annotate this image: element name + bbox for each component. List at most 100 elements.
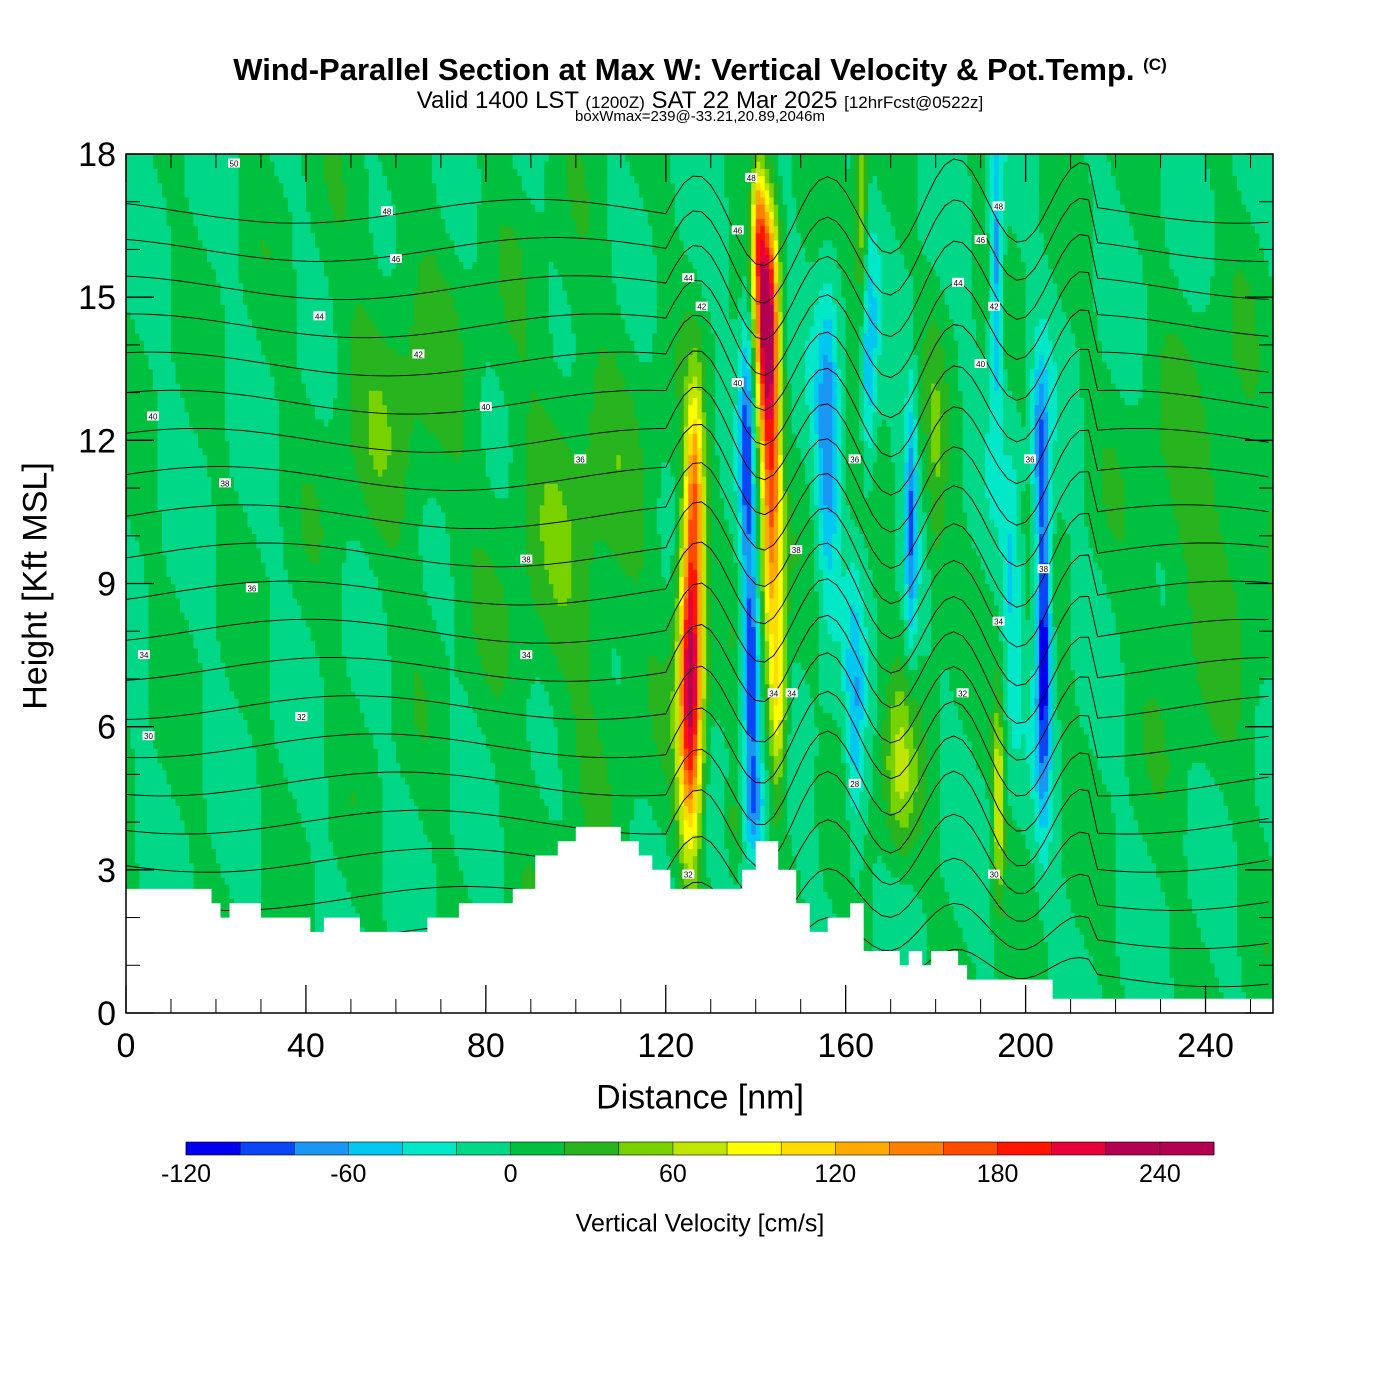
velocity-cell — [152, 168, 159, 391]
colorbar-frame — [185, 1141, 1215, 1156]
velocity-cell — [1228, 819, 1234, 1013]
velocity-cell — [683, 748, 689, 771]
velocity-cell — [1138, 254, 1144, 398]
velocity-cell — [868, 154, 874, 184]
velocity-cell — [958, 154, 964, 391]
velocity-cell — [350, 454, 356, 542]
velocity-cell — [503, 676, 509, 935]
velocity-cell — [796, 154, 802, 234]
velocity-cell — [224, 154, 231, 441]
velocity-cell — [1138, 834, 1144, 1013]
contour-label: 36 — [848, 454, 861, 464]
velocity-cell — [742, 154, 748, 277]
velocity-cell — [382, 340, 388, 406]
contour-label-text: 32 — [684, 871, 693, 880]
velocity-cell — [701, 698, 707, 764]
velocity-cell — [994, 748, 1000, 842]
velocity-cell — [886, 683, 892, 756]
velocity-cell — [1021, 533, 1027, 721]
velocity-cell — [404, 154, 410, 356]
velocity-cell — [863, 211, 869, 255]
velocity-cell — [1241, 390, 1247, 993]
velocity-cell — [683, 819, 689, 842]
velocity-cell — [557, 604, 563, 670]
velocity-cell — [913, 748, 919, 792]
velocity-cell — [935, 325, 941, 391]
velocity-cell — [751, 812, 757, 835]
velocity-cell — [697, 447, 703, 484]
velocity-cell — [292, 154, 298, 270]
velocity-cell — [1129, 805, 1135, 1013]
velocity-cell — [1039, 619, 1045, 721]
velocity-cell — [436, 268, 442, 441]
velocity-cell — [553, 597, 559, 656]
velocity-cell — [688, 311, 694, 356]
contour-label-bg — [295, 712, 308, 722]
velocity-cell — [899, 798, 905, 828]
velocity-cell — [499, 690, 505, 828]
velocity-cell — [553, 268, 559, 363]
velocity-cell — [229, 690, 235, 900]
velocity-cell — [400, 519, 406, 778]
velocity-cell — [247, 154, 253, 320]
velocity-cell — [1043, 755, 1049, 792]
velocity-cell — [881, 204, 887, 420]
velocity-cell — [256, 340, 262, 549]
contour-label-bg — [848, 778, 861, 788]
velocity-cell — [553, 483, 559, 599]
velocity-cell — [863, 497, 869, 549]
velocity-cell — [1039, 354, 1045, 384]
velocity-cell — [1043, 869, 1049, 943]
velocity-cell — [233, 698, 240, 907]
velocity-cell — [341, 218, 348, 563]
velocity-cell — [1133, 404, 1139, 821]
velocity-cell — [616, 304, 622, 370]
velocity-cell — [769, 196, 775, 212]
velocity-cell — [562, 440, 568, 506]
velocity-cell — [733, 318, 739, 406]
velocity-cell — [1039, 154, 1045, 234]
velocity-cell — [1201, 762, 1207, 943]
velocity-cell — [575, 232, 581, 463]
velocity-cell — [944, 383, 950, 484]
velocity-cell — [688, 562, 694, 592]
velocity-cell — [1205, 168, 1211, 305]
velocity-cell — [265, 576, 271, 943]
velocity-cell — [296, 812, 303, 1013]
velocity-cell — [877, 154, 883, 191]
velocity-cell — [1039, 919, 1045, 1013]
velocity-cell — [868, 490, 874, 570]
velocity-cell — [881, 862, 887, 993]
velocity-cell — [854, 705, 860, 771]
contour-label-bg — [952, 277, 965, 287]
theta-contour — [126, 309, 1269, 419]
velocity-cell — [751, 225, 757, 262]
velocity-cell — [769, 719, 775, 756]
velocity-cell — [148, 154, 154, 370]
velocity-cell — [719, 154, 725, 499]
velocity-cell — [706, 154, 712, 313]
velocity-cell — [985, 798, 991, 1013]
contour-label-text: 44 — [954, 279, 963, 288]
velocity-cell — [899, 726, 905, 799]
velocity-cell — [364, 726, 370, 950]
velocity-cell — [868, 447, 874, 492]
velocity-cell — [566, 690, 572, 871]
velocity-cell — [998, 640, 1004, 692]
velocity-cell — [1246, 397, 1252, 1007]
velocity-cell — [926, 490, 932, 570]
velocity-cell — [827, 712, 833, 900]
velocity-cell — [373, 154, 379, 255]
velocity-cell — [895, 690, 901, 735]
velocity-cell — [1016, 562, 1022, 749]
velocity-cell — [440, 275, 446, 449]
velocity-cell — [161, 196, 168, 556]
velocity-cell — [377, 161, 383, 270]
velocity-cell — [724, 519, 730, 749]
velocity-cell — [1246, 211, 1252, 284]
velocity-cell — [899, 690, 905, 728]
velocity-cell — [845, 690, 851, 764]
velocity-cell — [728, 647, 734, 806]
contour-label-text: 38 — [221, 479, 230, 488]
velocity-cell — [809, 154, 815, 262]
